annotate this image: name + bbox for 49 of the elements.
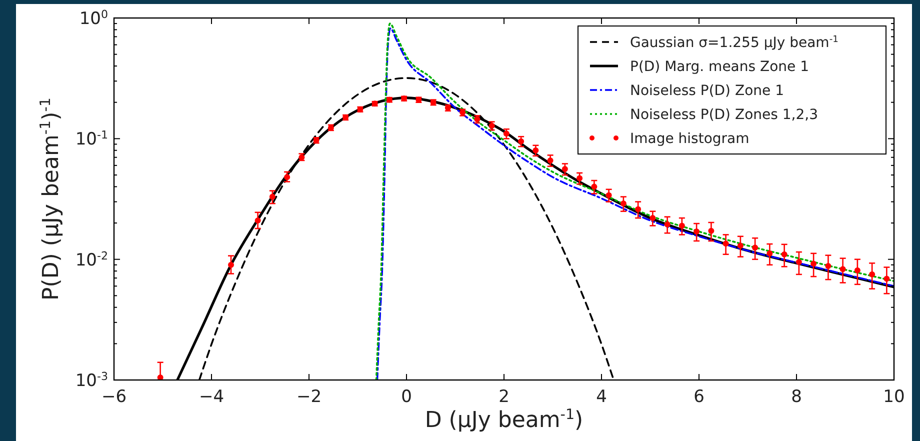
point [737, 242, 744, 249]
x-axis-title: D (μJy beam$^{-1}$) [424, 407, 584, 433]
y-tick-label: 10$^{0}$ [79, 8, 108, 29]
point [766, 250, 773, 256]
x-tick-label: 6 [694, 387, 704, 407]
point [810, 260, 817, 267]
legend-label: Image histogram [630, 131, 750, 147]
point [722, 240, 729, 247]
point [562, 166, 568, 172]
point [664, 221, 670, 228]
point [532, 147, 539, 154]
x-tick-label: 10 [883, 387, 905, 407]
point [635, 206, 642, 212]
legend-label: Gaussian σ=1.255 μJy beam$^{-1}$ [630, 35, 838, 51]
point [678, 222, 685, 229]
point [869, 271, 876, 278]
point [884, 276, 890, 282]
point [254, 217, 261, 224]
point [694, 228, 700, 235]
y-tick-label: 10$^{-2}$ [75, 248, 108, 270]
point [840, 266, 846, 272]
y-tick-label: 10$^{-1}$ [75, 128, 108, 150]
point [503, 130, 510, 137]
x-tick-label: 4 [596, 387, 607, 407]
legend-label: Noiseless P(D) Zone 1 [630, 83, 784, 99]
point [708, 228, 714, 234]
point [284, 174, 290, 180]
x-tick-label: 2 [498, 387, 510, 407]
x-tick-label: −2 [296, 387, 322, 407]
x-tick-label: 0 [401, 387, 412, 407]
point [576, 175, 583, 182]
point [825, 263, 832, 270]
point [547, 157, 554, 164]
legend-label: P(D) Marg. means Zone 1 [630, 59, 809, 75]
point [591, 184, 598, 190]
legend-label: Noiseless P(D) Zones 1,2,3 [630, 107, 818, 123]
point [606, 192, 612, 198]
point [650, 215, 656, 222]
point [488, 122, 495, 129]
point [781, 251, 788, 258]
point [269, 194, 276, 200]
point [620, 200, 626, 207]
point [752, 244, 758, 251]
point [228, 262, 234, 268]
point [796, 259, 802, 266]
x-tick-label: −4 [198, 387, 224, 407]
point [518, 138, 524, 144]
x-tick-label: 8 [791, 387, 802, 407]
point [854, 267, 860, 274]
